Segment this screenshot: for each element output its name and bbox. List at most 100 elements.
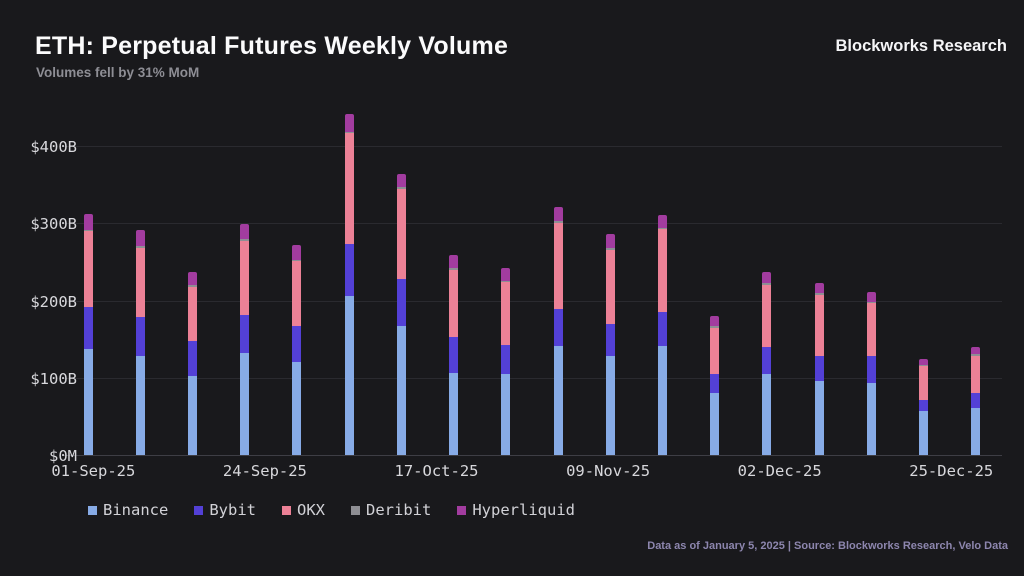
segment-okx <box>710 327 720 375</box>
segment-bybit <box>866 356 876 384</box>
segment-deribit <box>710 326 720 328</box>
legend-label: Binance <box>103 501 169 519</box>
plot-area <box>62 105 1002 456</box>
segment-bybit <box>501 344 511 375</box>
bars-container <box>62 105 1002 456</box>
stacked-bar-22-Dec-25 <box>919 358 929 456</box>
segment-bybit <box>762 347 772 375</box>
stacked-bar-10-Nov-25 <box>605 233 615 456</box>
stacked-bar-15-Sep-25 <box>188 271 198 456</box>
segment-bybit <box>971 393 981 409</box>
segment-hyperliquid <box>135 229 145 247</box>
source-note: Data as of January 5, 2025 | Source: Blo… <box>647 540 1008 552</box>
x-tick-label: 24-Sep-25 <box>222 462 307 480</box>
bar-slot-15-Sep-25 <box>166 105 218 456</box>
gridline-$400B <box>62 146 1002 148</box>
stacked-bar-17-Nov-25 <box>658 215 668 456</box>
y-tick-label: $200B <box>30 292 77 311</box>
stacked-bar-08-Sep-25 <box>135 229 145 456</box>
legend-label: Hyperliquid <box>472 501 575 519</box>
segment-okx <box>605 249 615 324</box>
gridline-$100B <box>62 377 1002 379</box>
bar-slot-17-Nov-25 <box>636 105 688 456</box>
stacked-bar-22-Sep-25 <box>240 224 250 456</box>
legend: Binance Bybit OKX Deribit Hyperliquid <box>88 501 575 519</box>
segment-okx <box>188 286 198 341</box>
stacked-bar-01-Sep-25 <box>83 213 93 456</box>
segment-binance <box>762 374 772 456</box>
segment-binance <box>710 393 720 456</box>
segment-hyperliquid <box>866 291 876 302</box>
y-tick-label: $0M <box>49 447 77 465</box>
segment-bybit <box>710 374 720 394</box>
segment-deribit <box>83 229 93 232</box>
bar-slot-29-Dec-25 <box>950 105 1002 456</box>
x-tick-label: 01-Sep-25 <box>51 462 136 480</box>
segment-okx <box>971 355 981 394</box>
stacked-bar-08-Dec-25 <box>814 283 824 456</box>
segment-hyperliquid <box>553 207 563 222</box>
stacked-bar-24-Nov-25 <box>710 316 720 456</box>
segment-hyperliquid <box>240 224 250 240</box>
x-axis-line <box>62 455 1002 456</box>
legend-swatch-icon <box>88 505 97 515</box>
segment-bybit <box>83 307 93 349</box>
segment-deribit <box>971 354 981 356</box>
x-tick-label: 25-Dec-25 <box>909 462 994 480</box>
page-title: ETH: Perpetual Futures Weekly Volume <box>35 32 509 60</box>
segment-deribit <box>762 283 772 285</box>
segment-binance <box>658 346 668 456</box>
segment-okx <box>762 284 772 348</box>
segment-binance <box>449 372 459 456</box>
segment-okx <box>135 247 145 318</box>
legend-swatch-icon <box>282 505 291 515</box>
segment-okx <box>396 188 406 280</box>
segment-bybit <box>292 326 302 362</box>
segment-bybit <box>919 399 929 412</box>
stacked-bar-20-Oct-25 <box>449 254 459 456</box>
segment-hyperliquid <box>971 347 981 355</box>
segment-okx <box>240 240 250 315</box>
segment-okx <box>292 261 302 327</box>
segment-hyperliquid <box>919 358 929 365</box>
bar-slot-10-Nov-25 <box>584 105 636 456</box>
bar-slot-15-Dec-25 <box>845 105 897 456</box>
segment-bybit <box>553 308 563 347</box>
segment-hyperliquid <box>449 254 459 269</box>
segment-deribit <box>188 285 198 287</box>
segment-deribit <box>814 293 824 295</box>
segment-binance <box>396 325 406 456</box>
segment-bybit <box>658 311 668 347</box>
chart-subtitle: Volumes fell by 31% MoM <box>36 65 200 80</box>
segment-bybit <box>240 314 250 354</box>
segment-deribit <box>658 227 668 230</box>
segment-okx <box>553 222 563 309</box>
x-tick-label: 02-Dec-25 <box>737 462 822 480</box>
legend-swatch-icon <box>457 505 467 515</box>
stacked-bar-13-Oct-25 <box>396 173 406 456</box>
segment-hyperliquid <box>344 114 354 132</box>
segment-deribit <box>449 268 459 270</box>
segment-hyperliquid <box>710 316 720 327</box>
bar-slot-22-Sep-25 <box>219 105 271 456</box>
legend-item-binance: Binance <box>88 501 168 519</box>
segment-deribit <box>396 187 406 189</box>
legend-swatch-icon <box>194 505 204 515</box>
segment-bybit <box>135 317 145 357</box>
segment-binance <box>971 408 981 456</box>
y-tick-label: $400B <box>30 138 77 157</box>
segment-binance <box>344 296 354 456</box>
bar-slot-13-Oct-25 <box>375 105 427 456</box>
segment-binance <box>501 374 511 456</box>
bar-slot-29-Sep-25 <box>271 105 323 456</box>
segment-hyperliquid <box>605 233 615 249</box>
bar-slot-24-Nov-25 <box>689 105 741 456</box>
stacked-bar-29-Dec-25 <box>971 347 981 456</box>
bar-slot-03-Nov-25 <box>532 105 584 456</box>
segment-bybit <box>188 340 198 377</box>
segment-okx <box>658 229 668 312</box>
segment-binance <box>814 381 824 456</box>
segment-bybit <box>396 279 406 326</box>
bar-slot-01-Sep-25 <box>62 105 114 456</box>
